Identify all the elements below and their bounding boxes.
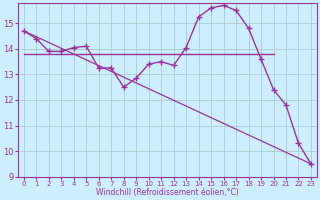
X-axis label: Windchill (Refroidissement éolien,°C): Windchill (Refroidissement éolien,°C) (96, 188, 239, 197)
